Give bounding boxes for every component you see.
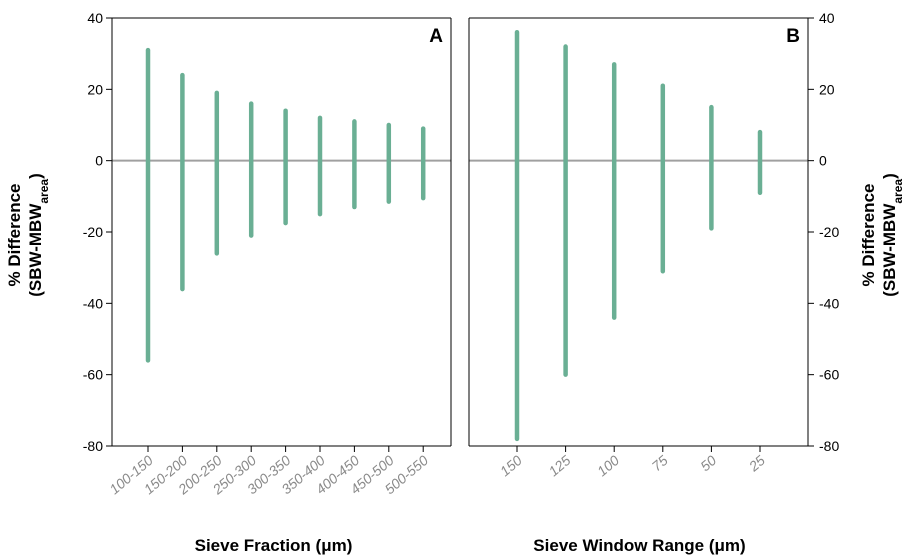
y-tick-label: 0 [819, 153, 827, 169]
y-tick-label: -60 [83, 367, 103, 383]
y-axis-title-suffix: ) [26, 173, 45, 179]
y-tick-label: -20 [819, 224, 839, 240]
y-tick-label: -40 [83, 295, 103, 311]
y-axis-title-prefix: (SBW-MBW [26, 203, 45, 297]
y-tick-label: -40 [819, 295, 839, 311]
y-tick-label: 40 [819, 10, 835, 26]
y-tick-label: 40 [87, 10, 103, 26]
y-tick-label: 0 [95, 153, 103, 169]
y-tick-label: -20 [83, 224, 103, 240]
y-axis-title-line1: % Difference [859, 184, 878, 287]
y-axis-title: % Difference (SBW-MBWarea) [859, 173, 905, 297]
y-axis-title-subscript: area [37, 179, 51, 204]
x-category-label: 125 [545, 452, 573, 479]
panel-b: 40 20 0 -20 -40 -60 -80 150 125 100 75 50 25 B Sieve W… [468, 10, 905, 555]
y-tick-label: 20 [819, 81, 835, 97]
x-category-label: 50 [697, 452, 719, 474]
y-axis-title-prefix: (SBW-MBW [880, 203, 899, 297]
y-tick-label: 20 [87, 81, 103, 97]
x-category-label: 100 [594, 452, 622, 479]
y-axis-title-subscript: area [891, 179, 905, 204]
x-axis-title: Sieve Window Range (μm) [533, 536, 745, 555]
y-axis-title-line2: (SBW-MBWarea) [26, 173, 51, 297]
y-tick-label: -80 [83, 438, 103, 454]
y-axis-title-line1: % Difference [5, 184, 24, 287]
y-axis-title-line2: (SBW-MBWarea) [880, 173, 905, 297]
x-category-label: 150 [497, 452, 525, 479]
y-tick-label: -80 [819, 438, 839, 454]
x-category-label: 75 [649, 452, 671, 474]
x-category-label: 25 [745, 452, 768, 475]
y-axis-title-suffix: ) [880, 173, 899, 179]
x-axis-title: Sieve Fraction (μm) [195, 536, 353, 555]
panel-letter: B [786, 26, 800, 47]
y-tick-label: -60 [819, 367, 839, 383]
panel-letter: A [429, 26, 443, 47]
y-axis-title: % Difference (SBW-MBWarea) [5, 173, 51, 297]
panel-a: 40200-20-40-60-80100-150150-200200-25025… [5, 10, 452, 555]
